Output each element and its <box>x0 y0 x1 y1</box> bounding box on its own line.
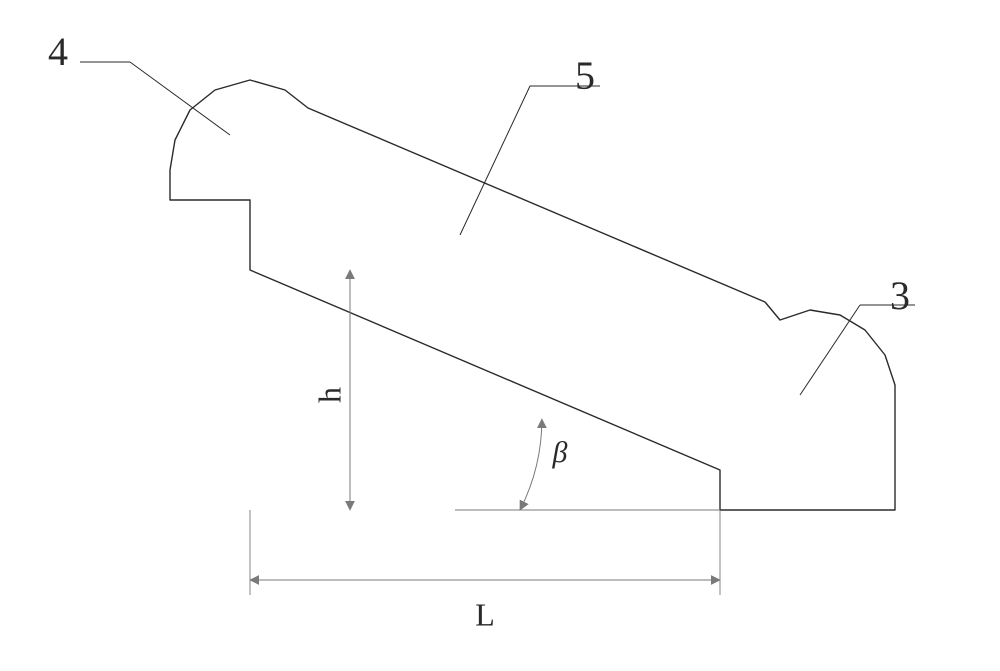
dimension-beta <box>455 419 720 510</box>
label-length: L <box>475 596 495 632</box>
leader-3 <box>800 305 915 395</box>
label-height: h <box>311 387 347 403</box>
dimension-L <box>250 510 720 595</box>
label-angle: β <box>552 436 568 469</box>
leader-5 <box>460 86 600 235</box>
leader-4 <box>80 62 230 135</box>
label-beam: 5 <box>575 53 595 98</box>
label-right_boss: 3 <box>890 273 910 318</box>
label-left_boss: 4 <box>48 29 68 74</box>
part-outline <box>170 80 895 510</box>
